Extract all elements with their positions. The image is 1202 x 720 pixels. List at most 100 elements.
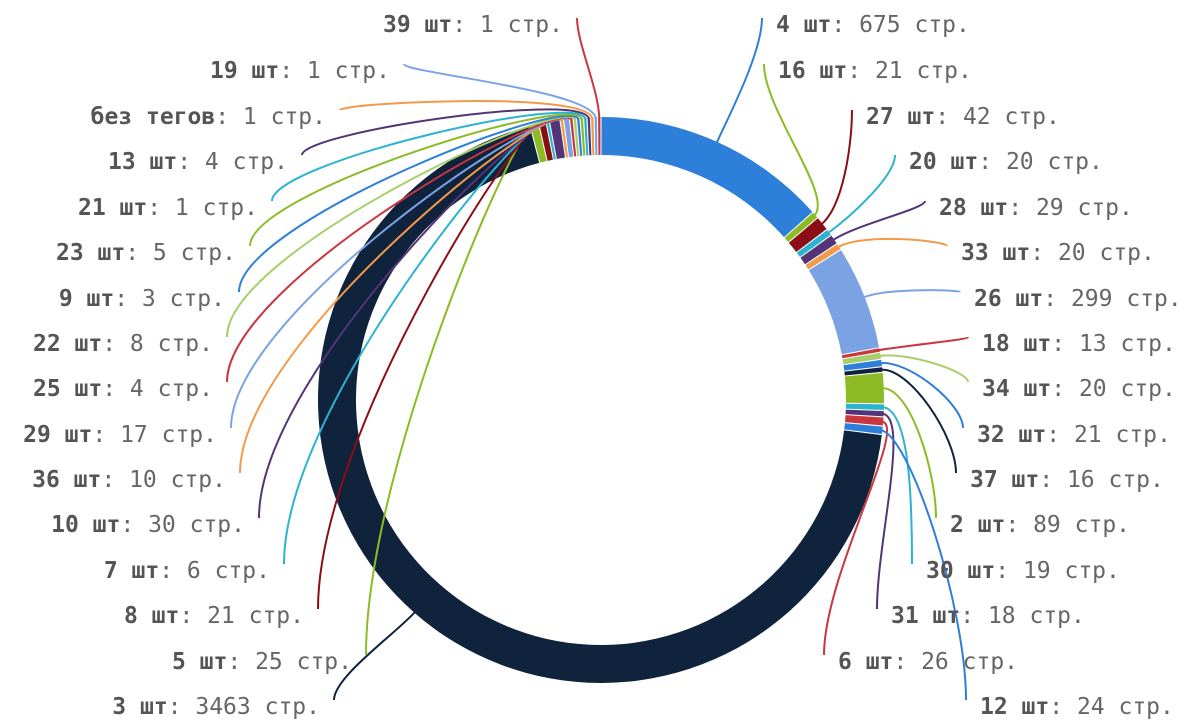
slice-25[interactable] (577, 117, 583, 156)
slice-label-20: 10 шт: 30 стр. (51, 512, 245, 538)
slice-11[interactable] (844, 372, 884, 404)
slice-label-value: : 24 стр. (1049, 694, 1174, 720)
slice-label-count: 9 шт (59, 286, 114, 312)
leader-line-16 (333, 610, 417, 701)
slice-label-value: : 89 стр. (1005, 512, 1130, 538)
slice-label-count: 29 шт (23, 422, 92, 448)
slice-6[interactable] (808, 250, 880, 355)
slice-label-count: 27 шт (866, 104, 935, 130)
slice-label-4: 28 шт: 29 стр. (939, 195, 1133, 221)
slice-label-value: : 21 стр. (1046, 422, 1171, 448)
slice-label-1: 16 шт: 21 стр. (778, 58, 972, 84)
slice-label-count: 7 шт (104, 558, 159, 584)
slice-28[interactable] (587, 117, 592, 156)
leader-line-3 (826, 154, 896, 235)
leader-line-26 (249, 113, 583, 247)
slice-labels: 4 шт: 675 стр.16 шт: 21 стр.27 шт: 42 ст… (23, 12, 1182, 720)
slice-5[interactable] (805, 244, 841, 270)
slice-27[interactable] (584, 117, 589, 156)
leader-line-24 (226, 115, 576, 338)
slice-label-count: 19 шт (210, 58, 279, 84)
slice-label-value: : 21 стр. (179, 603, 304, 629)
slice-label-count: без тегов (91, 104, 216, 130)
leader-line-10 (880, 368, 957, 474)
slice-15[interactable] (844, 423, 883, 434)
slice-4[interactable] (800, 235, 837, 265)
slice-3[interactable] (796, 229, 831, 257)
slice-label-value: : 13 стр. (1051, 331, 1176, 357)
slice-label-value: : 8 стр. (102, 331, 213, 357)
leader-line-14 (823, 420, 888, 656)
leader-line-27 (271, 111, 587, 202)
leader-line-1 (763, 63, 819, 218)
slice-9[interactable] (843, 359, 882, 371)
slice-label-value: : 3 стр. (114, 286, 225, 312)
slice-10[interactable] (844, 367, 883, 376)
slice-label-count: 37 шт (970, 467, 1039, 493)
leader-line-15 (880, 429, 967, 701)
slice-label-19: 7 шт: 6 стр. (104, 558, 270, 584)
slice-label-11: 2 шт: 89 стр. (950, 512, 1130, 538)
slice-label-value: : 19 стр. (995, 558, 1120, 584)
slice-7[interactable] (841, 348, 880, 359)
slice-24[interactable] (573, 118, 580, 157)
slice-8[interactable] (842, 352, 881, 365)
slice-20[interactable] (550, 120, 566, 160)
leader-line-2 (820, 109, 853, 226)
slice-label-30: 19 шт: 1 стр. (210, 58, 390, 84)
slice-23[interactable] (570, 118, 577, 157)
slice-label-count: 3 шт (112, 694, 167, 720)
slice-18[interactable] (539, 122, 553, 161)
slice-21[interactable] (560, 119, 569, 158)
slice-13[interactable] (845, 409, 884, 417)
leader-line-4 (831, 200, 926, 242)
slice-label-count: 34 шт (982, 376, 1051, 402)
leader-line-9 (879, 362, 964, 429)
leader-line-20 (258, 119, 557, 519)
slice-label-0: 4 шт: 675 стр. (776, 12, 970, 38)
slice-label-count: 25 шт (33, 376, 102, 402)
slice-30[interactable] (594, 117, 598, 156)
slice-label-21: 36 шт: 10 стр. (32, 467, 226, 493)
slice-label-count: 12 шт (980, 694, 1049, 720)
slice-0[interactable] (601, 117, 813, 238)
slice-label-25: 9 шт: 3 стр. (59, 286, 225, 312)
slice-label-count: 8 шт (124, 603, 179, 629)
slice-label-count: 39 шт (383, 12, 452, 38)
slice-label-13: 31 шт: 18 стр. (891, 603, 1085, 629)
slice-label-28: 13 шт: 4 стр. (108, 149, 288, 175)
slice-label-value: : 20 стр. (1051, 376, 1176, 402)
slice-label-24: 22 шт: 8 стр. (33, 331, 213, 357)
slice-label-value: : 17 стр. (92, 422, 217, 448)
slice-12[interactable] (845, 403, 884, 410)
slice-label-count: 23 шт (56, 240, 125, 266)
slice-29[interactable] (591, 117, 595, 156)
slice-2[interactable] (788, 218, 827, 253)
slice-label-value: : 29 стр. (1008, 195, 1133, 221)
slice-label-count: 10 шт (51, 512, 120, 538)
slice-label-count: 18 шт (982, 331, 1051, 357)
slice-label-count: 16 шт (778, 58, 847, 84)
slice-label-count: 31 шт (891, 603, 960, 629)
slice-label-8: 34 шт: 20 стр. (982, 376, 1176, 402)
slice-label-26: 23 шт: 5 стр. (56, 240, 236, 266)
slice-label-count: 33 шт (961, 240, 1030, 266)
leader-line-5 (836, 237, 948, 249)
slice-label-value: : 4 стр. (102, 376, 213, 402)
slice-label-22: 29 шт: 17 стр. (23, 422, 217, 448)
slice-label-16: 3 шт: 3463 стр. (112, 694, 320, 720)
slice-label-14: 6 шт: 26 стр. (838, 649, 1018, 675)
slice-26[interactable] (580, 117, 586, 156)
slice-31[interactable] (598, 117, 601, 156)
slice-14[interactable] (845, 415, 884, 426)
slice-17[interactable] (530, 124, 547, 163)
slice-label-3: 20 шт: 20 стр. (909, 149, 1103, 175)
slice-label-count: 20 шт (909, 149, 978, 175)
slice-22[interactable] (564, 118, 574, 158)
leader-lines (226, 17, 969, 701)
slice-19[interactable] (546, 121, 556, 160)
slice-label-count: 2 шт (950, 512, 1005, 538)
slice-1[interactable] (784, 212, 818, 242)
slice-label-15: 12 шт: 24 стр. (980, 694, 1174, 720)
